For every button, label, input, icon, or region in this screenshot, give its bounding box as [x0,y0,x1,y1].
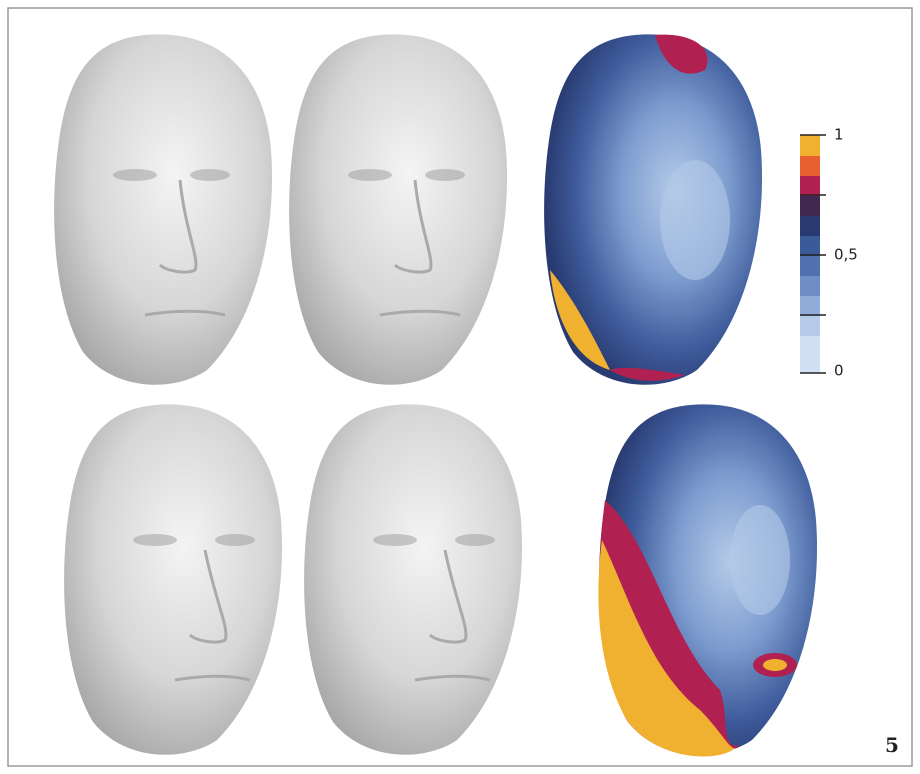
colorbar: 1 0,5 0 [800,126,858,380]
error-map-face [598,404,818,757]
colorbar-segment [800,156,820,177]
colorbar-segment [800,196,820,217]
colorbar-segment [800,236,820,257]
face [304,404,523,755]
colorbar-segment [800,316,820,337]
colorbar-segment [800,216,820,237]
colorbar-label: 0 [834,362,844,380]
colorbar-segment [800,135,820,157]
colorbar-segment [800,276,820,297]
face [54,34,273,385]
colorbar-segment [800,296,820,317]
colorbar-segment [800,256,820,277]
colorbar-segment [800,336,820,373]
face-row-2 [64,404,818,757]
face [64,404,283,755]
face [289,34,508,385]
colorbar-segment [800,176,820,197]
error-map-face [544,34,763,385]
face-row-1 [54,34,763,385]
colorbar-label: 0,5 [834,246,858,264]
frame [7,7,913,767]
colorbar-label: 1 [834,126,844,144]
figure-number: 5 [885,733,899,757]
